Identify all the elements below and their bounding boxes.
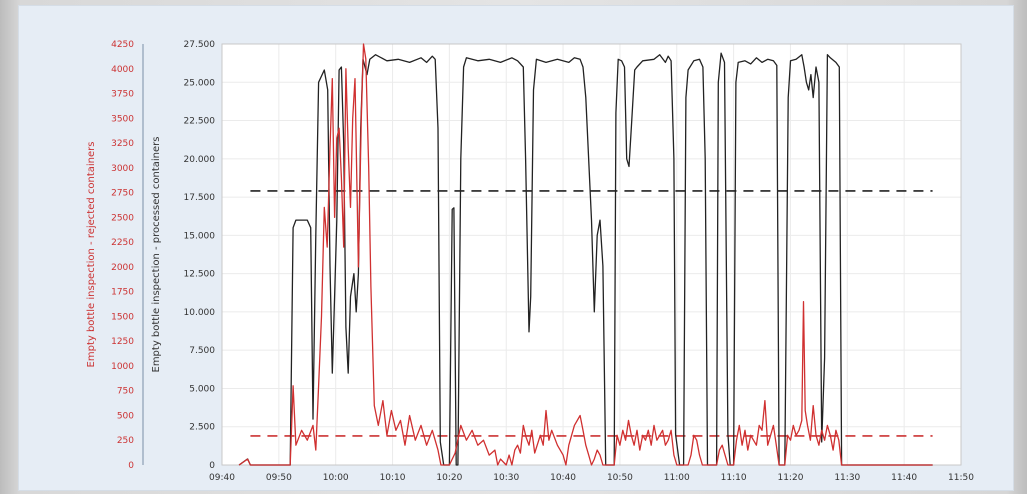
right-tick-label: 0 <box>209 461 215 471</box>
left-tick-label: 3000 <box>111 164 134 174</box>
left-tick-label: 4250 <box>111 40 134 50</box>
right-tick-label: 27.500 <box>184 40 216 50</box>
right-tick-label: 7.500 <box>189 346 215 356</box>
x-tick-label: 10:10 <box>380 473 406 483</box>
x-tick-label: 10:20 <box>436 473 462 483</box>
x-tick-label: 11:40 <box>891 473 917 483</box>
left-tick-label: 1750 <box>111 288 134 298</box>
right-tick-label: 5.000 <box>189 384 215 394</box>
right-axis-label: Empty bottle inspection - processed cont… <box>151 137 162 373</box>
right-tick-label: 25.000 <box>184 78 216 88</box>
x-tick-label: 11:00 <box>664 473 690 483</box>
chart-panel: 0 250 500 750 1000 1250 1500 1750 2000 2250 2500 27… <box>18 5 1014 491</box>
right-tick-label: 22.500 <box>184 117 216 127</box>
x-tick-label: 09:50 <box>266 473 292 483</box>
left-tick-label: 3750 <box>111 90 134 100</box>
series-group <box>238 43 933 466</box>
left-tick-label: 250 <box>117 436 134 446</box>
left-tick-label: 2750 <box>111 189 134 199</box>
left-tick-label: 2250 <box>111 238 134 248</box>
x-tick-label: 11:50 <box>948 473 974 483</box>
right-tick-label: 17.500 <box>184 193 216 203</box>
left-tick-label: 2500 <box>111 213 134 223</box>
left-tick-label: 750 <box>117 387 134 397</box>
line-chart: 0 250 500 750 1000 1250 1500 1750 2000 2250 2500 27… <box>86 40 974 483</box>
right-tick-label: 15.000 <box>184 231 216 241</box>
series-line-rejected <box>238 43 933 466</box>
series-line-processed <box>238 52 933 466</box>
left-tick-label: 500 <box>117 411 134 421</box>
left-tick-label: 2000 <box>111 263 134 273</box>
right-tick-label: 2.500 <box>189 423 215 433</box>
x-tick-label: 11:10 <box>721 473 747 483</box>
left-tick-label: 3500 <box>111 114 134 124</box>
left-tick-label: 3250 <box>111 139 134 149</box>
right-axis-ticks: 0 2.500 5.000 7.500 10.000 12.500 15.000 17.500… <box>184 40 216 471</box>
x-tick-label: 10:00 <box>323 473 349 483</box>
left-tick-label: 1250 <box>111 337 134 347</box>
left-axis-ticks: 0 250 500 750 1000 1250 1500 1750 2000 2250 2500 27… <box>111 40 134 471</box>
x-tick-label: 10:30 <box>493 473 519 483</box>
left-tick-label: 1000 <box>111 362 134 372</box>
x-tick-label: 09:40 <box>209 473 235 483</box>
reference-lines <box>250 190 933 437</box>
right-tick-label: 20.000 <box>184 155 216 165</box>
left-tick-label: 1500 <box>111 312 134 322</box>
x-axis-ticks: 09:40 09:50 10:00 10:10 10:20 10:30 10:40 10:50… <box>209 473 974 483</box>
left-axis-label: Empty bottle inspection - rejected conta… <box>86 142 97 368</box>
x-tick-label: 10:50 <box>607 473 633 483</box>
left-tick-label: 0 <box>128 461 134 471</box>
left-tick-label: 4000 <box>111 65 134 75</box>
x-tick-label: 10:40 <box>550 473 576 483</box>
right-tick-label: 10.000 <box>184 308 216 318</box>
x-tick-label: 11:30 <box>834 473 860 483</box>
x-tick-label: 11:20 <box>777 473 803 483</box>
right-tick-label: 12.500 <box>184 270 216 280</box>
